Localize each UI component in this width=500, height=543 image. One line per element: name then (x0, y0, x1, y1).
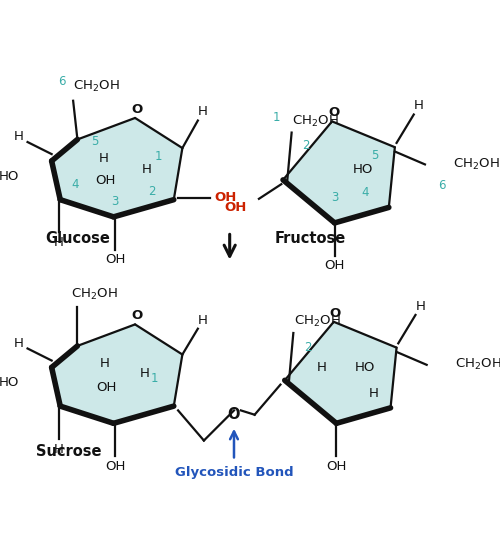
Text: H: H (142, 163, 151, 176)
Text: Glucose: Glucose (45, 231, 110, 246)
Text: OH: OH (324, 260, 345, 273)
Text: H: H (140, 367, 149, 380)
Text: H: H (98, 152, 108, 165)
Text: Sucrose: Sucrose (36, 444, 102, 459)
Text: H: H (54, 236, 64, 249)
Text: HO: HO (0, 170, 19, 183)
Text: CH$_2$OH: CH$_2$OH (294, 314, 341, 330)
Text: 3: 3 (112, 195, 119, 208)
Text: 2: 2 (304, 341, 312, 354)
Text: H: H (198, 314, 208, 326)
Text: OH: OH (105, 254, 126, 267)
Text: Fructose: Fructose (274, 231, 345, 246)
Text: CH$_2$OH: CH$_2$OH (454, 157, 500, 172)
Text: 4: 4 (361, 186, 368, 199)
Text: H: H (416, 300, 426, 313)
Text: H: H (14, 130, 24, 143)
Text: 6: 6 (58, 75, 66, 89)
Polygon shape (284, 322, 397, 424)
Text: H: H (100, 357, 110, 370)
Polygon shape (283, 122, 395, 223)
Text: CH$_2$OH: CH$_2$OH (72, 287, 118, 302)
Text: 6: 6 (438, 179, 446, 192)
Text: 2: 2 (148, 185, 156, 198)
Text: 5: 5 (372, 149, 378, 162)
Text: H: H (14, 337, 24, 350)
Text: Glycosidic Bond: Glycosidic Bond (174, 466, 294, 479)
Text: H: H (317, 361, 326, 374)
Text: OH: OH (105, 460, 126, 473)
Text: OH: OH (96, 381, 117, 394)
Text: OH: OH (224, 201, 247, 214)
Text: 4: 4 (71, 178, 78, 191)
Text: O: O (330, 307, 341, 320)
Polygon shape (52, 118, 182, 217)
Text: H: H (198, 105, 208, 118)
Text: CH$_2$OH: CH$_2$OH (455, 357, 500, 372)
Text: O: O (131, 310, 142, 323)
Text: O: O (228, 407, 240, 422)
Text: H: H (368, 387, 378, 400)
Text: HO: HO (0, 376, 19, 389)
Text: OH: OH (214, 192, 236, 205)
Text: 1: 1 (154, 150, 162, 163)
Text: 1: 1 (151, 372, 158, 385)
Text: OH: OH (95, 174, 115, 187)
Text: 3: 3 (331, 191, 338, 204)
Text: HO: HO (353, 163, 373, 176)
Text: OH: OH (326, 460, 346, 473)
Text: HO: HO (354, 361, 375, 374)
Polygon shape (52, 324, 182, 424)
Text: 1: 1 (272, 111, 280, 124)
Text: 5: 5 (91, 135, 98, 148)
Text: O: O (131, 103, 142, 116)
Text: O: O (328, 106, 340, 119)
Text: CH$_2$OH: CH$_2$OH (292, 114, 339, 129)
Text: CH$_2$OH: CH$_2$OH (73, 79, 120, 94)
Text: 2: 2 (302, 139, 310, 152)
Text: H: H (414, 99, 424, 112)
Text: H: H (54, 443, 64, 456)
